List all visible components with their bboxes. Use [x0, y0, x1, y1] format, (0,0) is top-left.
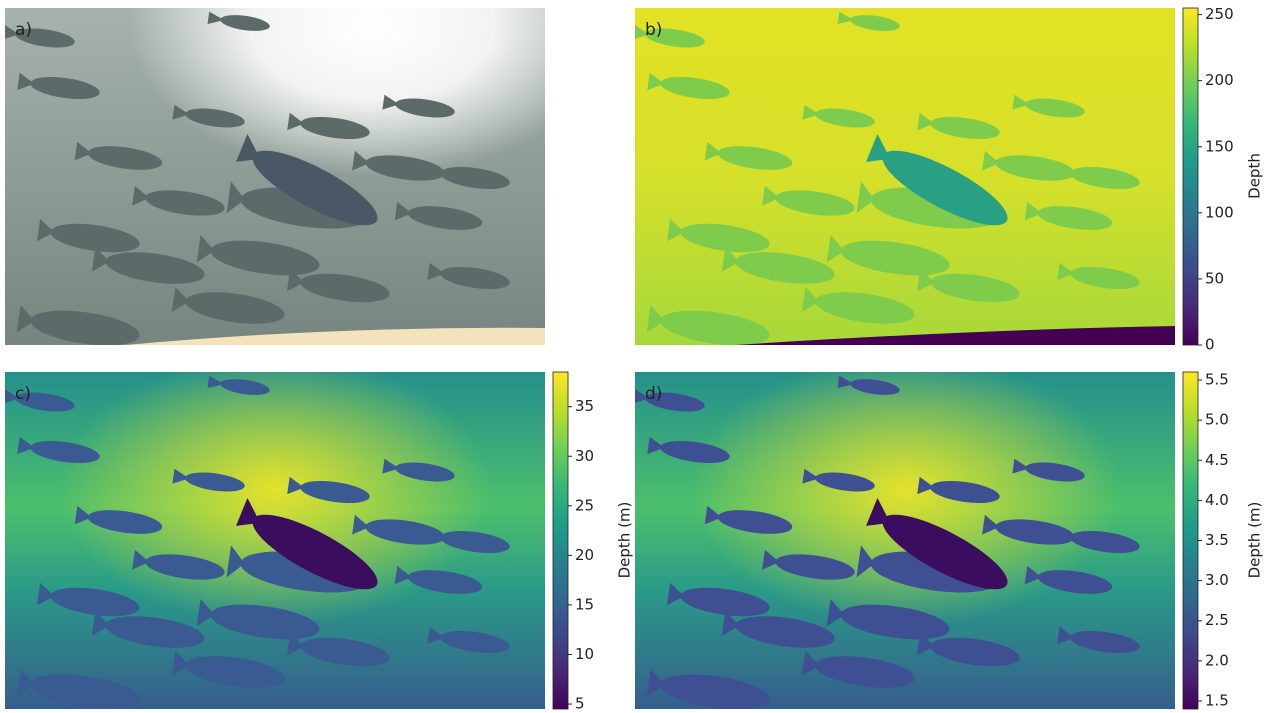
colorbar-label: Depth — [1246, 153, 1264, 199]
colorbar: 0 50 100 150 200 250 Depth — [1183, 5, 1264, 353]
tick-label: 4.0 — [1205, 491, 1229, 509]
tick-label: 100 — [1205, 203, 1234, 221]
panel: a) — [2, 8, 545, 351]
figure: a) b) 0 50 100 150 200 250 Depth c) 5 10 15 20 25 30 35 D… — [0, 0, 1271, 713]
panel: c) — [2, 372, 545, 713]
image — [632, 8, 1175, 351]
tick-label: 30 — [575, 447, 594, 465]
tick-label: 150 — [1205, 137, 1234, 155]
tick-label: 1.5 — [1205, 691, 1229, 709]
tick-label: 200 — [1205, 71, 1234, 89]
tick-label: 50 — [1205, 269, 1224, 287]
panel: d) — [632, 372, 1175, 713]
panel-label: b) — [645, 20, 662, 40]
tick-label: 0 — [1205, 336, 1215, 354]
image — [2, 372, 545, 713]
tick-label: 10 — [575, 645, 594, 663]
colorbar-label: Depth (m) — [1246, 502, 1264, 579]
colorbar: 1.5 2.0 2.5 3.0 3.5 4.0 4.5 5.0 5.5 Depth (m) — [1183, 371, 1264, 710]
tick-label: 5.0 — [1205, 411, 1229, 429]
tick-label: 20 — [575, 546, 594, 564]
tick-label: 4.5 — [1205, 451, 1229, 469]
colorbar: 5 10 15 20 25 30 35 Depth (m) — [553, 372, 634, 713]
colorbar-label: Depth (m) — [616, 502, 634, 579]
tick-label: 2.0 — [1205, 651, 1229, 669]
tick-label: 35 — [575, 397, 594, 415]
panel-label: a) — [15, 20, 32, 40]
tick-label: 5 — [575, 695, 585, 713]
tick-label: 15 — [575, 595, 594, 613]
image — [2, 8, 545, 351]
panel-label: d) — [645, 384, 662, 404]
tick-label: 2.5 — [1205, 611, 1229, 629]
image — [632, 372, 1175, 713]
tick-label: 3.5 — [1205, 531, 1229, 549]
panels: a) b) 0 50 100 150 200 250 Depth c) 5 10 15 20 25 30 35 D… — [2, 5, 1263, 713]
tick-label: 3.0 — [1205, 571, 1229, 589]
tick-label: 250 — [1205, 5, 1234, 23]
panel: b) — [632, 8, 1175, 351]
panel-label: c) — [15, 384, 31, 404]
tick-label: 25 — [575, 496, 594, 514]
tick-label: 5.5 — [1205, 371, 1229, 389]
